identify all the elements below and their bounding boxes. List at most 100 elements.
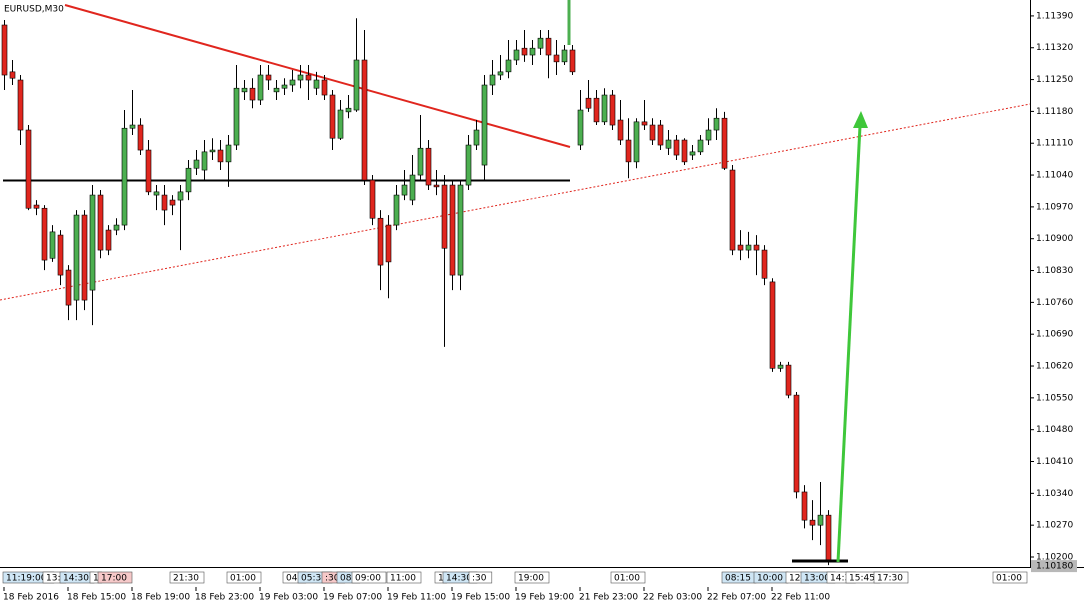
candle-body xyxy=(177,191,184,201)
candle-body xyxy=(617,119,624,141)
candle-body xyxy=(537,37,544,49)
candle-body xyxy=(97,194,104,251)
candle-body xyxy=(625,139,632,163)
candle-body xyxy=(321,79,328,96)
time-marker-label: 05:30 xyxy=(301,574,327,584)
time-marker-label: 13: xyxy=(46,574,60,584)
candle-body xyxy=(753,244,760,251)
time-marker-label: :30 xyxy=(472,574,487,584)
time-marker-label: 08:15 xyxy=(725,574,751,584)
candle-body xyxy=(657,124,664,146)
y-tick-label: 1.11110 xyxy=(1036,139,1073,149)
candle-body xyxy=(377,217,384,266)
candle-body xyxy=(185,167,192,193)
candle-body xyxy=(297,74,304,81)
candle-body xyxy=(689,151,696,156)
candle-body xyxy=(33,204,40,209)
candle-body xyxy=(713,117,720,131)
candle-body xyxy=(545,37,552,56)
candle-body xyxy=(585,97,592,109)
candle-body xyxy=(209,149,216,153)
time-marker-label: 21:30 xyxy=(173,574,199,584)
y-tick-label: 1.10620 xyxy=(1036,362,1073,372)
candle-body xyxy=(361,59,368,181)
candle-body xyxy=(681,139,688,163)
candle-body xyxy=(57,234,64,276)
candle-body xyxy=(433,184,440,188)
candle-body xyxy=(105,229,112,251)
time-marker-label: :30 xyxy=(325,574,340,584)
time-marker-label: 14:30 xyxy=(446,574,472,584)
current-price-label: 1.10180 xyxy=(1036,562,1073,572)
time-marker-label: 01:00 xyxy=(614,574,640,584)
candle-body xyxy=(41,207,48,261)
x-tick-label: 19 Feb 03:00 xyxy=(259,593,318,603)
x-tick-label: 22 Feb 07:00 xyxy=(707,593,766,603)
candle-body xyxy=(393,194,400,226)
candle-body xyxy=(369,179,376,219)
candle-body xyxy=(249,87,256,101)
candle-body xyxy=(457,184,464,276)
time-marker-label: 13:00 xyxy=(804,574,830,584)
candle-body xyxy=(1,24,8,76)
candle-body xyxy=(305,74,312,81)
candle-body xyxy=(513,49,520,61)
time-marker xyxy=(610,571,646,584)
x-tick-label: 19 Feb 11:00 xyxy=(387,593,446,603)
time-marker-label: 09:00 xyxy=(355,574,381,584)
candle-body xyxy=(801,491,808,521)
candle-body xyxy=(777,364,784,369)
x-tick-label: 19 Feb 07:00 xyxy=(323,593,382,603)
x-tick-label: 18 Feb 19:00 xyxy=(131,593,190,603)
candle-body xyxy=(81,214,88,301)
candle-body xyxy=(417,147,424,176)
candle-body xyxy=(161,194,168,211)
candle-body xyxy=(353,59,360,111)
time-marker-label: 15:45 xyxy=(849,574,875,584)
candle-body xyxy=(449,184,456,276)
candle-body xyxy=(113,224,120,231)
time-marker-label: 17:30 xyxy=(877,574,903,584)
time-marker-label: 14:30 xyxy=(63,574,89,584)
y-tick-label: 1.11390 xyxy=(1036,11,1073,21)
candle-body xyxy=(561,49,568,63)
candle-body xyxy=(809,519,816,526)
candle-body xyxy=(9,71,16,79)
candle-body xyxy=(553,54,560,63)
candle-body xyxy=(337,109,344,139)
y-tick-label: 1.11180 xyxy=(1036,107,1073,117)
candle-body xyxy=(169,199,176,206)
candle-body xyxy=(121,127,128,226)
time-marker-label: 10:00 xyxy=(757,574,783,584)
candle-body xyxy=(569,49,576,73)
candle-body xyxy=(633,121,640,163)
candle-body xyxy=(649,124,656,141)
time-marker xyxy=(992,571,1028,584)
y-tick-label: 1.10830 xyxy=(1036,266,1073,276)
candle-body xyxy=(785,364,792,396)
candle-body xyxy=(737,244,744,251)
y-tick-label: 1.10410 xyxy=(1036,457,1073,467)
candle-body xyxy=(825,514,832,563)
forecast-arrow xyxy=(836,125,862,563)
time-marker xyxy=(514,571,550,584)
candle-body xyxy=(473,129,480,146)
candle-body xyxy=(817,514,824,526)
time-marker xyxy=(97,571,133,584)
candle-body xyxy=(441,184,448,249)
candle-body xyxy=(273,87,280,93)
time-marker-label: 04: xyxy=(286,574,300,584)
time-marker xyxy=(873,571,909,584)
time-marker-label: 14:3 xyxy=(830,574,850,584)
y-tick-label: 1.10690 xyxy=(1036,330,1073,340)
x-tick-label: 18 Feb 23:00 xyxy=(195,593,254,603)
x-tick-label: 18 Feb 2016 xyxy=(3,593,59,603)
y-tick-label: 1.11250 xyxy=(1036,75,1073,85)
candle-body xyxy=(65,269,72,306)
candle-body xyxy=(129,124,136,129)
time-marker-label: 17:00 xyxy=(101,574,127,584)
candle-body xyxy=(385,224,392,263)
candle-body xyxy=(313,79,320,89)
time-marker-label: 11:19:00 xyxy=(6,574,47,584)
